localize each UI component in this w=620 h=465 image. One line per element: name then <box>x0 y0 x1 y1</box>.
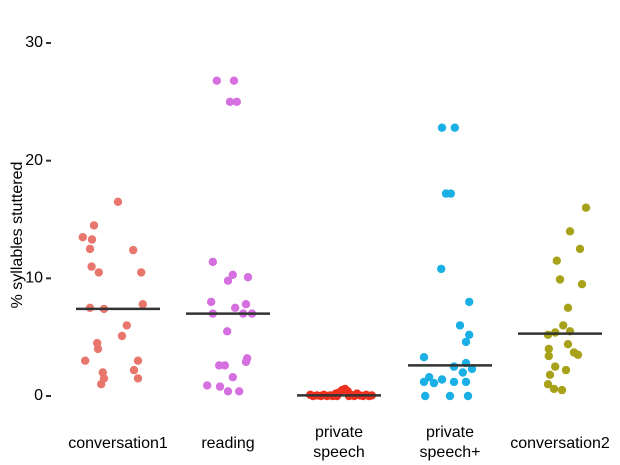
data-point <box>450 123 459 132</box>
data-point <box>212 76 221 85</box>
median-lines <box>76 307 602 397</box>
data-point <box>207 297 216 307</box>
data-point <box>228 270 237 279</box>
data-point <box>203 381 212 390</box>
data-point <box>563 340 573 349</box>
data-point <box>113 197 123 206</box>
data-point <box>87 235 97 244</box>
data-point <box>232 97 241 107</box>
data-point <box>544 344 553 354</box>
data-point <box>555 275 565 284</box>
y-tick-label: 10 <box>25 270 43 287</box>
category-label: reading <box>201 435 254 452</box>
data-point <box>93 344 103 354</box>
data-point <box>89 221 99 230</box>
category-label: private speech+ <box>420 424 481 461</box>
data-point <box>545 370 555 379</box>
data-point <box>133 374 143 383</box>
data-point <box>565 227 575 236</box>
y-tick-label: 20 <box>25 152 43 169</box>
data-point <box>465 297 474 307</box>
data-point <box>138 300 147 309</box>
data-point <box>215 361 224 370</box>
data-point <box>122 321 131 330</box>
data-point <box>445 391 455 401</box>
data-point <box>208 257 217 267</box>
data-point <box>117 331 127 341</box>
y-axis: 0 10 20 30 <box>25 34 51 404</box>
data-point <box>544 351 553 361</box>
data-point <box>429 378 439 388</box>
data-point <box>561 365 571 375</box>
data-point <box>215 382 225 391</box>
data-points <box>78 76 591 401</box>
data-point <box>81 356 90 365</box>
data-point <box>133 356 143 365</box>
category-label: private speech <box>313 424 365 461</box>
data-point <box>87 262 96 271</box>
data-point <box>573 350 583 359</box>
data-point <box>458 368 467 377</box>
data-point <box>419 353 429 362</box>
data-point <box>419 377 429 387</box>
data-point <box>461 337 471 347</box>
category-label: conversation2 <box>510 435 610 452</box>
data-point <box>543 380 553 389</box>
data-point <box>559 321 568 330</box>
data-point <box>94 268 104 277</box>
data-point <box>228 373 237 382</box>
category-label-line: speech+ <box>420 444 481 461</box>
y-tick-label: 0 <box>34 387 43 404</box>
data-point <box>241 300 251 309</box>
data-point <box>85 244 95 254</box>
data-point <box>225 97 235 107</box>
data-point <box>581 203 591 212</box>
category-label-line: speech <box>313 444 365 461</box>
data-point <box>129 365 139 375</box>
y-axis-title-wrap: % syllables stuttered <box>9 162 26 309</box>
data-point <box>467 364 477 374</box>
category-label-line: private <box>426 424 474 441</box>
category-label-line: private <box>315 424 363 441</box>
data-point <box>437 375 447 384</box>
data-point <box>223 276 233 285</box>
data-point <box>549 384 559 394</box>
y-tick-label: 30 <box>25 34 43 51</box>
data-point <box>223 327 232 336</box>
y-axis-title: % syllables stuttered <box>9 162 26 309</box>
data-point <box>78 233 88 242</box>
data-point <box>557 385 567 395</box>
data-point <box>241 357 251 367</box>
data-point <box>421 391 430 401</box>
data-point <box>235 387 244 396</box>
data-point <box>575 244 585 254</box>
data-point <box>465 330 474 339</box>
data-point <box>552 256 561 265</box>
data-point <box>437 123 447 132</box>
data-point <box>455 321 465 330</box>
data-point <box>229 76 239 85</box>
data-point <box>563 303 573 312</box>
data-point <box>577 280 587 289</box>
data-point <box>243 273 253 282</box>
data-point <box>437 264 446 274</box>
data-point <box>97 380 106 389</box>
data-point <box>463 391 473 401</box>
data-point <box>461 377 471 387</box>
data-point <box>129 245 138 255</box>
data-point <box>137 268 146 277</box>
data-point <box>231 303 240 312</box>
data-point <box>551 362 560 371</box>
category-label: conversation1 <box>68 435 168 452</box>
data-point <box>446 189 455 198</box>
data-point <box>223 387 233 396</box>
data-point <box>449 377 459 387</box>
